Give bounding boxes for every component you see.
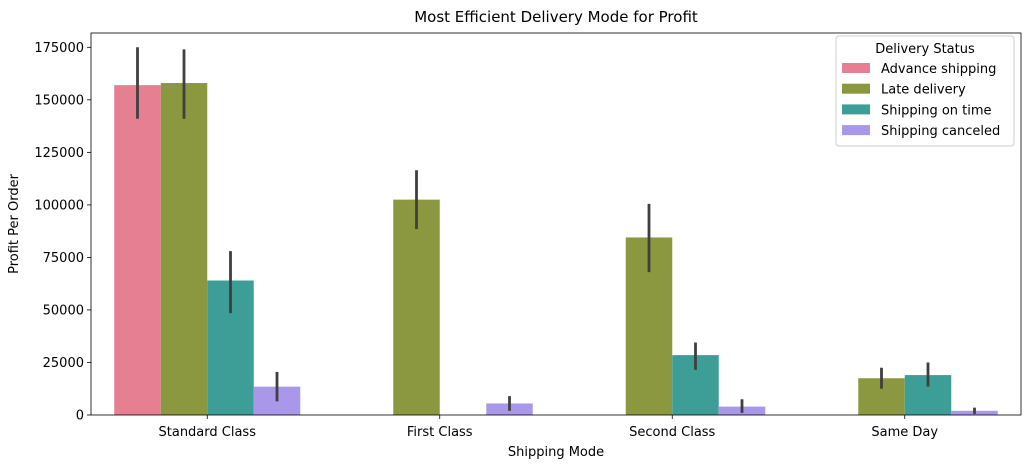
- x-tick-label-same-day: Same Day: [871, 425, 938, 440]
- legend-label-shipping-canceled: Shipping canceled: [881, 124, 1000, 139]
- x-axis-label: Shipping Mode: [508, 445, 604, 460]
- bar-late-delivery-standard-class: [160, 83, 208, 415]
- legend-label-shipping-on-time: Shipping on time: [881, 103, 992, 118]
- bar-late-delivery-first-class: [393, 199, 440, 415]
- y-axis: 0 25000 50000 75000 100000 125000 150000 175000: [34, 41, 91, 424]
- legend-title: Delivery Status: [875, 42, 975, 57]
- legend-items: Advance shipping Late delivery Shipping on…: [842, 62, 1000, 139]
- bar-advance-shipping-standard-class: [114, 85, 161, 415]
- plot-frame: [90, 32, 1022, 416]
- x-tick-label-standard-class: Standard Class: [159, 425, 257, 440]
- y-tick-label: 50000: [43, 303, 84, 318]
- y-tick-label: 0: [76, 409, 84, 424]
- chart-title: Most Efficient Delivery Mode for Profit: [414, 8, 698, 26]
- x-tick-label-second-class: Second Class: [629, 425, 715, 440]
- y-tick-label: 150000: [34, 93, 84, 108]
- y-tick-label: 25000: [43, 356, 84, 371]
- legend-label-late-delivery: Late delivery: [881, 83, 966, 98]
- y-tick-label: 125000: [34, 146, 84, 161]
- legend-swatch-shipping-canceled: [842, 125, 870, 136]
- y-tick-label: 75000: [43, 251, 84, 266]
- legend-box: [835, 35, 1015, 147]
- legend-label-advance-shipping: Advance shipping: [881, 62, 996, 77]
- y-axis-label: Profit Per Order: [7, 173, 22, 273]
- legend: Delivery Status Advance shipping Late del…: [835, 35, 1015, 147]
- error-bars-layer: [136, 47, 976, 414]
- x-tick-label-first-class: First Class: [407, 425, 473, 440]
- y-tick-label: 175000: [34, 41, 84, 56]
- legend-swatch-shipping-on-time: [842, 104, 870, 115]
- legend-swatch-advance-shipping: [842, 63, 870, 73]
- y-tick-label: 100000: [34, 198, 84, 213]
- legend-swatch-late-delivery: [842, 83, 870, 94]
- x-axis: Standard Class First Class Second Class Sam…: [159, 415, 938, 440]
